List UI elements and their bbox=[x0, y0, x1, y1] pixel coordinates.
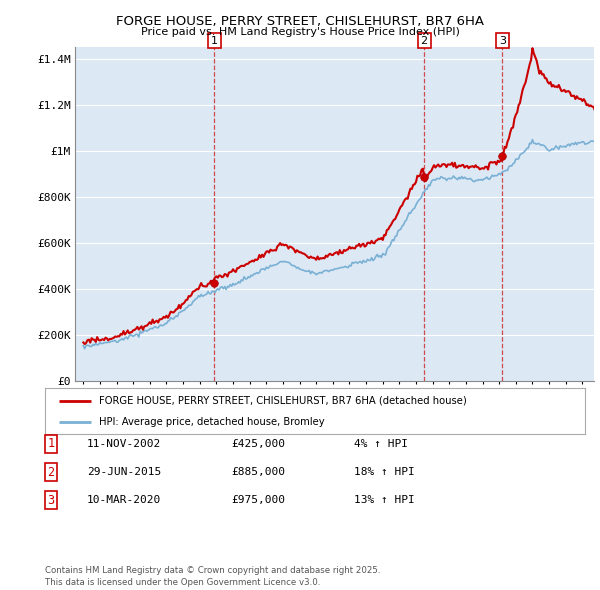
Text: 1: 1 bbox=[211, 35, 218, 45]
Text: 2: 2 bbox=[47, 466, 55, 478]
Text: FORGE HOUSE, PERRY STREET, CHISLEHURST, BR7 6HA: FORGE HOUSE, PERRY STREET, CHISLEHURST, … bbox=[116, 15, 484, 28]
Text: £425,000: £425,000 bbox=[231, 439, 285, 448]
Text: 3: 3 bbox=[499, 35, 506, 45]
Text: 1: 1 bbox=[47, 437, 55, 450]
Text: 18% ↑ HPI: 18% ↑ HPI bbox=[354, 467, 415, 477]
Text: 13% ↑ HPI: 13% ↑ HPI bbox=[354, 496, 415, 505]
Text: 4% ↑ HPI: 4% ↑ HPI bbox=[354, 439, 408, 448]
Text: Price paid vs. HM Land Registry's House Price Index (HPI): Price paid vs. HM Land Registry's House … bbox=[140, 27, 460, 37]
Text: 11-NOV-2002: 11-NOV-2002 bbox=[87, 439, 161, 448]
Text: 2: 2 bbox=[421, 35, 428, 45]
Text: 10-MAR-2020: 10-MAR-2020 bbox=[87, 496, 161, 505]
Text: £975,000: £975,000 bbox=[231, 496, 285, 505]
Text: 3: 3 bbox=[47, 494, 55, 507]
Text: FORGE HOUSE, PERRY STREET, CHISLEHURST, BR7 6HA (detached house): FORGE HOUSE, PERRY STREET, CHISLEHURST, … bbox=[99, 395, 467, 405]
Text: Contains HM Land Registry data © Crown copyright and database right 2025.
This d: Contains HM Land Registry data © Crown c… bbox=[45, 566, 380, 587]
Text: 29-JUN-2015: 29-JUN-2015 bbox=[87, 467, 161, 477]
Text: £885,000: £885,000 bbox=[231, 467, 285, 477]
Text: HPI: Average price, detached house, Bromley: HPI: Average price, detached house, Brom… bbox=[99, 417, 325, 427]
